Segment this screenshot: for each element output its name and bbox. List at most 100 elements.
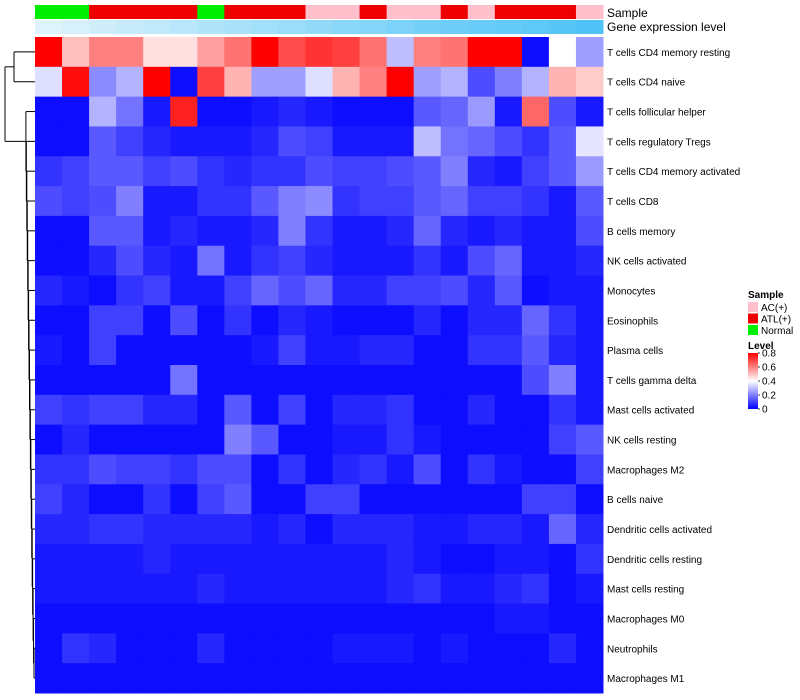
heatmap-cell (170, 66, 198, 98)
heatmap-cell (386, 633, 415, 664)
heatmap-cell (35, 186, 63, 217)
expression-annotation-cell (224, 20, 252, 34)
heatmap-cell (170, 543, 198, 575)
row-label: NK cells resting (607, 436, 676, 447)
heatmap-cell (89, 37, 117, 68)
heatmap-cell (521, 335, 550, 366)
heatmap-cell (413, 66, 442, 98)
heatmap-cell (548, 365, 577, 396)
heatmap-cell (332, 514, 361, 545)
heatmap-cell (278, 126, 306, 157)
heatmap-cell (413, 543, 442, 575)
heatmap-cell (413, 305, 442, 336)
row-label: Macrophages M0 (607, 614, 685, 625)
heatmap-cell (251, 573, 279, 605)
heatmap-cell (359, 603, 388, 634)
heatmap-cell (332, 603, 361, 634)
heatmap-cell (35, 37, 63, 68)
heatmap-cell (197, 275, 225, 306)
heatmap-cell (467, 454, 496, 485)
heatmap-cell (224, 37, 252, 68)
heatmap-cell (575, 245, 604, 277)
heatmap-cell (170, 603, 198, 634)
heatmap-cell (548, 245, 577, 277)
heatmap-cell (467, 633, 496, 664)
heatmap-cell (575, 394, 604, 426)
expression-annotation-cell (89, 20, 117, 34)
heatmap-cell (494, 603, 523, 634)
row-label: Monocytes (607, 286, 655, 297)
heatmap-cell (170, 96, 198, 127)
legend-level-title: Level (748, 341, 774, 352)
heatmap-cell (359, 37, 388, 68)
heatmap-cell (89, 633, 117, 664)
expression-annotation-cell (170, 20, 198, 34)
heatmap-cell (575, 663, 604, 694)
heatmap-cell (224, 573, 252, 605)
row-dendrogram (4, 51, 35, 679)
heatmap-cell (170, 186, 198, 217)
heatmap-cell (116, 514, 144, 545)
heatmap-cell (548, 66, 577, 98)
heatmap-cell (224, 663, 252, 694)
heatmap-cell (197, 365, 225, 396)
heatmap-cell (440, 365, 469, 396)
heatmap-cell (467, 126, 496, 157)
heatmap-cell (440, 633, 469, 664)
legend-tick-label: 0.4 (762, 377, 776, 388)
heatmap-cell (143, 66, 171, 98)
heatmap-cell (467, 484, 496, 515)
row-label: Mast cells resting (607, 585, 684, 596)
heatmap-cell (386, 335, 415, 366)
heatmap-cell (494, 37, 523, 68)
row-label: T cells CD4 memory activated (607, 167, 740, 178)
heatmap-cell (116, 126, 144, 157)
heatmap-cell (170, 573, 198, 605)
heatmap-cell (62, 156, 90, 187)
heatmap-cell (332, 394, 361, 426)
heatmap-cell (224, 215, 252, 247)
heatmap-cell (440, 96, 469, 127)
gene-expression-annotation-bar (35, 20, 604, 34)
heatmap-cell (521, 394, 550, 426)
heatmap-cell (278, 514, 306, 545)
row-label: Neutrophils (607, 644, 658, 655)
heatmap-cell (359, 424, 388, 455)
heatmap-cell (467, 96, 496, 127)
heatmap-cell (305, 275, 334, 306)
expression-annotation-cell (386, 20, 415, 34)
sample-annotation-cell (62, 5, 90, 19)
expression-annotation-cell (62, 20, 90, 34)
heatmap-cell (521, 66, 550, 98)
heatmap-cell (197, 394, 225, 426)
heatmap-cell (467, 394, 496, 426)
row-label: Macrophages M2 (607, 465, 685, 476)
heatmap-cell (278, 424, 306, 455)
heatmap-cell (143, 543, 171, 575)
heatmap-cell (494, 394, 523, 426)
heatmap-cell (35, 96, 63, 127)
heatmap-cell (89, 365, 117, 396)
heatmap-cell (521, 424, 550, 455)
heatmap-cell (575, 335, 604, 366)
heatmap-cell (35, 66, 63, 98)
heatmap-cell (413, 156, 442, 187)
heatmap-cell (413, 186, 442, 217)
heatmap-cell (332, 275, 361, 306)
heatmap-cell (521, 305, 550, 336)
heatmap-cell (89, 66, 117, 98)
heatmap-cell (89, 603, 117, 634)
heatmap-cell (251, 305, 279, 336)
heatmap-cell (548, 126, 577, 157)
heatmap-cell (386, 37, 415, 68)
heatmap-cell (116, 305, 144, 336)
heatmap-cell (359, 245, 388, 277)
heatmap-cell (62, 484, 90, 515)
heatmap-cell (440, 454, 469, 485)
heatmap-cell (521, 543, 550, 575)
heatmap-cell (143, 454, 171, 485)
row-label: Dendritic cells activated (607, 525, 712, 536)
heatmap-cell (359, 454, 388, 485)
heatmap-cell (224, 126, 252, 157)
heatmap-cell (62, 245, 90, 277)
